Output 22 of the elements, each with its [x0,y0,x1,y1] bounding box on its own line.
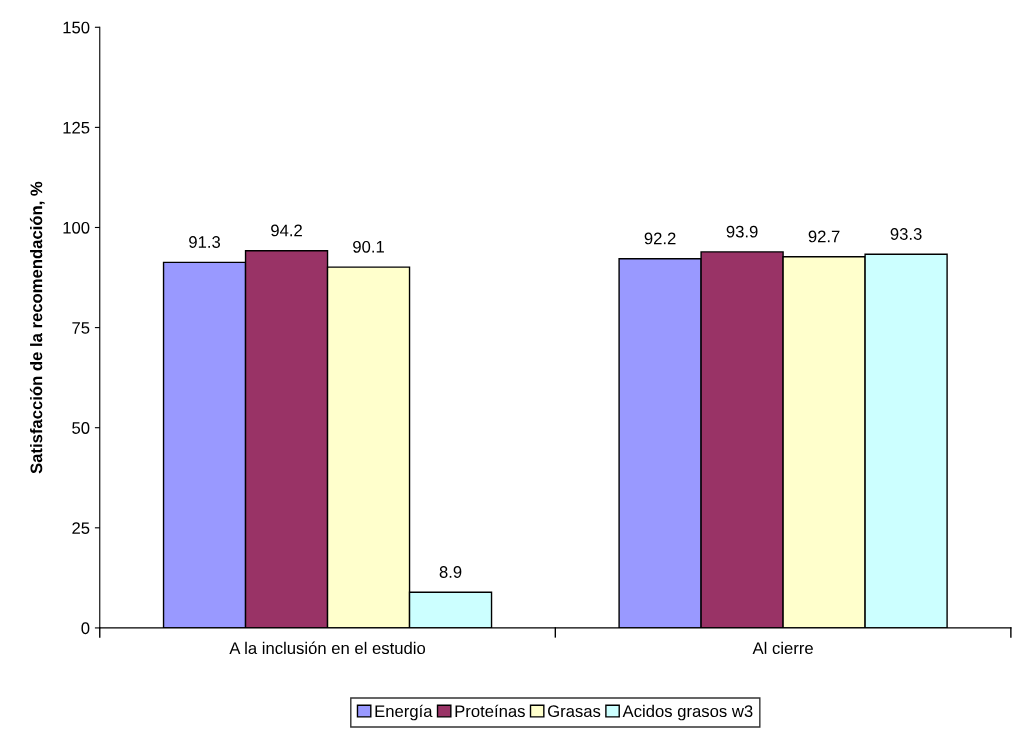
data-label: 91.3 [189,236,221,248]
x-tick-label: Al cierre [752,641,813,655]
legend-label: Acidos grasos w3 [622,704,753,721]
x-tick-label: A la inclusión en el estudio [229,641,426,655]
data-label: 92.2 [644,232,676,245]
y-axis-title: Satisfacción de la recomendación, % [29,181,45,474]
data-label: 93.9 [726,225,758,238]
y-tick-label: 75 [72,322,90,334]
data-label: 93.3 [890,228,922,240]
data-label: 92.7 [808,230,840,243]
legend-label: Grasas [548,705,601,718]
legend-label: Proteínas [455,704,525,718]
y-tick-label: 25 [72,522,90,535]
y-tick-label: 125 [63,121,90,134]
y-tick-label: 0 [81,622,90,635]
y-tick-label: 100 [63,221,90,234]
data-label: 8.9 [439,566,462,578]
data-label: 94.2 [271,224,302,237]
data-label: 90.1 [353,240,384,253]
y-tick-label: 150 [63,21,90,34]
legend-label: Energía [375,704,433,721]
y-tick-label: 50 [72,422,90,434]
